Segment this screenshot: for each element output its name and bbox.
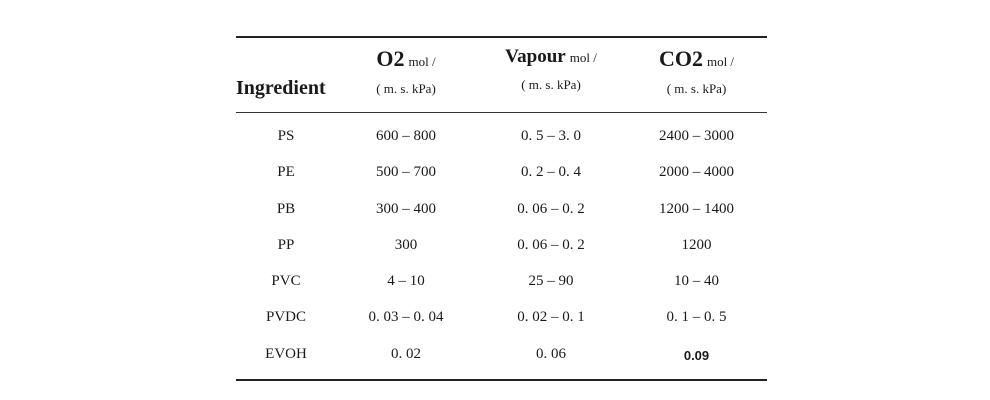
o2-cell: 0. 02 xyxy=(391,345,421,362)
table-header: Ingredient O2 mol / ( m. s. kPa) Vapour mo… xyxy=(236,38,767,112)
o2-column-header: O2 mol / ( m. s. kPa) xyxy=(336,46,476,97)
vapour-cell: 0. 06 – 0. 2 xyxy=(517,236,585,253)
co2-header-unit-bottom: ( m. s. kPa) xyxy=(666,81,727,96)
vapour-cell: 0. 5 – 3. 0 xyxy=(521,128,581,144)
ingredient-column-header: Ingredient xyxy=(236,77,326,99)
o2-header-unit-top: mol / xyxy=(408,54,436,69)
co2-cell: 1200 xyxy=(681,236,712,253)
vapour-cell: 0. 2 – 0. 4 xyxy=(521,164,581,181)
vapour-header-unit-bottom: ( m. s. kPa) xyxy=(521,77,581,92)
o2-header-unit-bottom: ( m. s. kPa) xyxy=(376,81,436,96)
vapour-column-header: Vapour mol / ( m. s. kPa) xyxy=(476,46,626,93)
o2-cell: 4 – 10 xyxy=(387,273,425,290)
co2-header-unit-top: mol / xyxy=(706,54,735,69)
top-rule xyxy=(236,36,767,38)
ingredient-cell: PP xyxy=(277,236,295,253)
ingredient-cell: PE xyxy=(277,164,295,181)
o2-cell: 0. 03 – 0. 04 xyxy=(368,309,444,326)
vapour-cell: 0. 02 – 0. 1 xyxy=(517,309,585,326)
table-row: EVOH 0. 02 0. 06 0.09 xyxy=(236,337,767,373)
table-row: PB 300 – 400 0. 06 – 0. 2 1200 – 1400 xyxy=(236,192,767,228)
co2-cell: 1200 – 1400 xyxy=(659,200,734,217)
bottom-rule xyxy=(236,379,767,382)
table-row: PE 500 – 700 0. 2 – 0. 4 2000 – 4000 xyxy=(236,155,767,191)
co2-cell: 0. 1 – 0. 5 xyxy=(666,309,727,326)
ingredient-cell: PS xyxy=(277,128,295,144)
co2-header-name: CO2 xyxy=(658,46,703,71)
vapour-header-name: Vapour xyxy=(505,46,566,67)
ingredient-cell: PB xyxy=(276,200,296,217)
vapour-header-unit-top: mol / xyxy=(569,50,597,65)
o2-cell: 300 – 400 xyxy=(376,200,436,217)
table-row: PVDC 0. 03 – 0. 04 0. 02 – 0. 1 0. 1 – 0… xyxy=(236,300,767,336)
ingredient-cell: PVC xyxy=(271,273,301,290)
ingredient-cell: PVDC xyxy=(265,309,306,326)
header-rule xyxy=(236,112,767,113)
co2-column-header: CO2 mol / ( m. s. kPa) xyxy=(626,46,767,97)
o2-cell: 500 – 700 xyxy=(376,164,436,181)
vapour-cell: 25 – 90 xyxy=(528,273,574,290)
o2-cell: 600 – 800 xyxy=(376,128,436,144)
o2-cell: 300 xyxy=(394,236,418,253)
table-row: PS 600 – 800 0. 5 – 3. 0 2400 – 3000 xyxy=(236,119,767,155)
co2-cell: 10 – 40 xyxy=(674,273,719,290)
co2-cell: 2400 – 3000 xyxy=(659,128,734,144)
table-row: PVC 4 – 10 25 – 90 10 – 40 xyxy=(236,264,767,300)
vapour-cell: 0. 06 xyxy=(536,345,566,362)
table-row: PP 300 0. 06 – 0. 2 1200 xyxy=(236,228,767,264)
permeability-table: Ingredient O2 mol / ( m. s. kPa) Vapour mo… xyxy=(236,36,767,382)
co2-cell: 2000 – 4000 xyxy=(659,164,734,181)
o2-header-name: O2 xyxy=(376,46,405,71)
ingredient-cell: EVOH xyxy=(265,345,307,362)
table-body: PS 600 – 800 0. 5 – 3. 0 2400 – 3000 PE … xyxy=(236,113,767,379)
co2-cell: 0.09 xyxy=(683,347,710,363)
vapour-cell: 0. 06 – 0. 2 xyxy=(517,200,585,217)
